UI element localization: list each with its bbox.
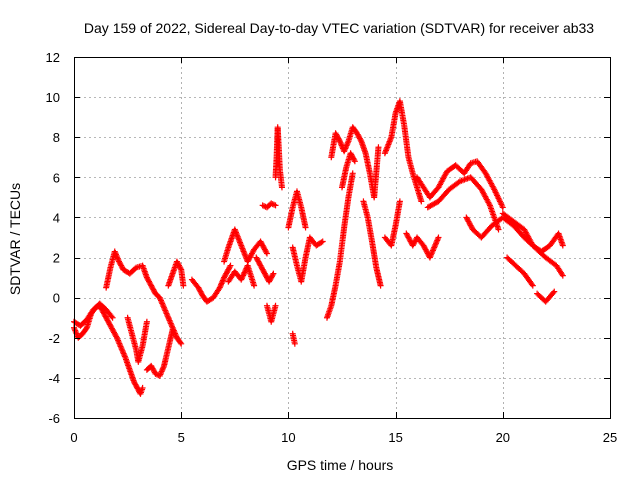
data-point-dense bbox=[528, 281, 535, 288]
series-track-g bbox=[188, 262, 234, 305]
series-track-k bbox=[259, 200, 279, 211]
y-tick-label: 0 bbox=[53, 291, 60, 306]
y-tick-label: 4 bbox=[53, 210, 60, 225]
x-tick-label: 25 bbox=[603, 430, 617, 445]
series-track-b bbox=[71, 300, 116, 329]
data-point-dense bbox=[108, 313, 115, 320]
series-track-x bbox=[414, 158, 506, 211]
y-tick-label: -2 bbox=[48, 331, 60, 346]
data-point bbox=[351, 158, 358, 165]
series-track-u bbox=[381, 98, 425, 205]
series-track-c bbox=[103, 248, 185, 347]
series-track-p bbox=[289, 330, 298, 347]
series-track-o bbox=[289, 234, 326, 285]
x-tick-label: 0 bbox=[70, 430, 77, 445]
data-point bbox=[349, 170, 356, 177]
data-point bbox=[251, 282, 258, 289]
series-track-m bbox=[263, 302, 279, 325]
y-axis-label: SDTVAR / TECUs bbox=[7, 183, 23, 295]
y-tick-label: 12 bbox=[46, 50, 60, 65]
data-point bbox=[139, 384, 146, 391]
data-point-dense bbox=[318, 239, 325, 246]
axis-ticks: 0 5 10 15 20 25 -6 -4 -2 0 2 4 6 8 10 12 bbox=[46, 50, 618, 445]
data-point-dense bbox=[177, 265, 184, 272]
grid-lines bbox=[74, 57, 610, 418]
data-point bbox=[109, 314, 116, 321]
data-point bbox=[263, 250, 270, 257]
data-point-dense bbox=[83, 325, 90, 332]
series-track-d bbox=[143, 326, 176, 379]
data-point bbox=[227, 262, 234, 269]
series-track-f bbox=[165, 258, 187, 289]
series-track-n bbox=[285, 188, 309, 231]
series-track-h bbox=[221, 226, 270, 265]
y-tick-label: -4 bbox=[48, 371, 60, 386]
x-tick-label: 15 bbox=[388, 430, 402, 445]
x-tick-label: 10 bbox=[281, 430, 295, 445]
series-track-v bbox=[381, 198, 403, 249]
data-point-dense bbox=[357, 136, 364, 143]
series-track-j bbox=[253, 254, 277, 285]
data-point bbox=[418, 198, 425, 205]
data-point bbox=[180, 282, 187, 289]
y-tick-label: 6 bbox=[53, 170, 60, 185]
data-point bbox=[435, 234, 442, 241]
plot-frame bbox=[74, 57, 611, 419]
series-track-aa bbox=[499, 210, 566, 255]
series-track-ac bbox=[534, 288, 558, 305]
data-point bbox=[272, 202, 279, 209]
data-point bbox=[396, 198, 403, 205]
data-point-dense bbox=[351, 156, 358, 163]
data-point bbox=[551, 288, 558, 295]
data-point bbox=[169, 326, 176, 333]
data-point bbox=[278, 184, 285, 191]
series-track-e bbox=[124, 314, 150, 365]
data-point-dense bbox=[263, 249, 270, 256]
y-tick-label: -6 bbox=[48, 411, 60, 426]
data-point bbox=[143, 318, 150, 325]
data-point bbox=[178, 340, 185, 347]
series-track-s bbox=[339, 150, 358, 191]
data-point bbox=[377, 282, 384, 289]
data-point bbox=[499, 204, 506, 211]
x-tick-label: 20 bbox=[496, 430, 510, 445]
data-point bbox=[529, 282, 536, 289]
data-point-dense bbox=[269, 271, 276, 278]
x-axis-label: GPS time / hours bbox=[287, 457, 394, 473]
data-point bbox=[302, 224, 309, 231]
series-track-y bbox=[424, 174, 502, 233]
series-track-i bbox=[225, 262, 258, 289]
data-point-dense bbox=[113, 333, 120, 340]
y-tick-label: 8 bbox=[53, 130, 60, 145]
data-point bbox=[375, 144, 382, 151]
data-point bbox=[291, 340, 298, 347]
series-track-r bbox=[328, 124, 382, 201]
y-tick-label: 10 bbox=[46, 90, 60, 105]
data-points bbox=[71, 98, 566, 397]
data-point bbox=[319, 238, 326, 245]
data-point bbox=[270, 270, 277, 277]
data-point-dense bbox=[177, 339, 184, 346]
series-track-ab bbox=[504, 254, 536, 289]
data-point-dense bbox=[336, 136, 343, 143]
data-point-dense bbox=[550, 289, 557, 296]
series-track-w bbox=[403, 230, 442, 261]
data-point bbox=[495, 226, 502, 233]
data-point bbox=[559, 272, 566, 279]
series-track-a bbox=[71, 302, 146, 397]
series-track-t bbox=[360, 198, 384, 289]
data-point bbox=[559, 242, 566, 249]
chart-title: Day 159 of 2022, Sidereal Day-to-day VTE… bbox=[84, 20, 594, 36]
x-tick-label: 5 bbox=[178, 430, 185, 445]
data-point-dense bbox=[226, 263, 233, 270]
y-tick-label: 2 bbox=[53, 251, 60, 266]
data-point bbox=[272, 302, 279, 309]
series-track-q bbox=[323, 170, 356, 321]
series-track-l bbox=[272, 124, 285, 191]
